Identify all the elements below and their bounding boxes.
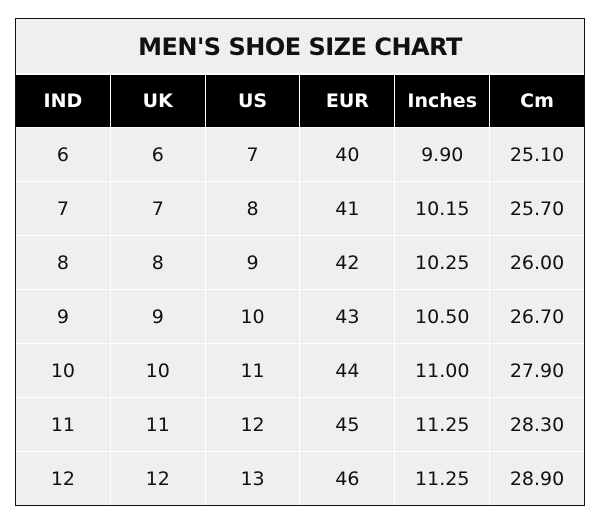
table-cell-cm: 27.90 xyxy=(509,359,565,382)
table-row: 7 7 8 41 10.15 25.70 xyxy=(16,181,584,235)
table-cell-eur: 44 xyxy=(300,344,396,397)
table-cell-cm: 28.30 xyxy=(509,413,565,436)
table-cell-eur: 46 xyxy=(300,452,396,505)
table-cell-uk: 12 xyxy=(111,452,206,505)
column-header-us: US xyxy=(206,75,301,127)
table-cell-eur: 40 xyxy=(300,128,396,181)
table-cell-ind: 10 xyxy=(16,344,111,397)
column-header-eur: EUR xyxy=(300,75,396,127)
table-cell-us: 9 xyxy=(206,236,301,289)
table-cell-ind: 6 xyxy=(16,128,111,181)
table-cell-uk: 6 xyxy=(111,128,206,181)
table-cell-us: 10 xyxy=(206,290,301,343)
table-cell-eur: 43 xyxy=(300,290,396,343)
table-cell-inches: 11.25 xyxy=(395,398,491,451)
table-cell-inches: 11.00 xyxy=(395,344,491,397)
table-cell-uk: 7 xyxy=(111,182,206,235)
table-cell-us: 11 xyxy=(206,344,301,397)
header-row: IND UK US EUR Inches Cm xyxy=(16,75,584,127)
column-header-uk: UK xyxy=(111,75,206,127)
table-cell-inches: 10.15 xyxy=(395,182,491,235)
table-row: 6 6 7 40 9.90 25.10 xyxy=(16,127,584,181)
table-cell-cm: 26.70 xyxy=(509,305,565,328)
table-cell-us: 8 xyxy=(206,182,301,235)
size-chart-table: MEN'S SHOE SIZE CHART IND UK US EUR Inches Cm… xyxy=(15,18,585,506)
table-cell-ind: 11 xyxy=(16,398,111,451)
table-cell-uk: 10 xyxy=(111,344,206,397)
table-cell-cm: 25.70 xyxy=(509,197,565,220)
table-row: 8 8 9 42 10.25 26.00 xyxy=(16,235,584,289)
table-cell-eur: 41 xyxy=(300,182,396,235)
table-cell-ind: 12 xyxy=(16,452,111,505)
table-cell-cm: 25.10 xyxy=(509,143,565,166)
column-header-ind: IND xyxy=(16,75,111,127)
table-cell-eur: 42 xyxy=(300,236,396,289)
table-row: 11 11 12 45 11.25 28.30 xyxy=(16,397,584,451)
table-cell-ind: 7 xyxy=(16,182,111,235)
table-cell-eur: 45 xyxy=(300,398,396,451)
table-cell-cm: 26.00 xyxy=(509,251,565,274)
table-cell-ind: 9 xyxy=(16,290,111,343)
table-row: 12 12 13 46 11.25 28.90 xyxy=(16,451,584,505)
table-cell-inches: 11.25 xyxy=(395,452,491,505)
chart-title: MEN'S SHOE SIZE CHART xyxy=(16,19,584,75)
table-cell-ind: 8 xyxy=(16,236,111,289)
table-row: 9 9 10 43 10.50 26.70 xyxy=(16,289,584,343)
table-cell-us: 7 xyxy=(206,128,301,181)
table-row: 10 10 11 44 11.00 27.90 xyxy=(16,343,584,397)
table-body: 6 6 7 40 9.90 25.10 7 7 8 41 10.15 25.70 8 8 9 42 10.25 2… xyxy=(16,127,584,505)
table-cell-cm: 28.90 xyxy=(509,467,565,490)
table-cell-us: 12 xyxy=(206,398,301,451)
table-cell-uk: 8 xyxy=(111,236,206,289)
table-cell-inches: 10.50 xyxy=(395,290,491,343)
table-cell-uk: 9 xyxy=(111,290,206,343)
column-header-inches: Inches xyxy=(395,75,491,127)
table-cell-inches: 9.90 xyxy=(395,128,491,181)
column-header-cm: Cm xyxy=(520,90,554,112)
table-cell-inches: 10.25 xyxy=(395,236,491,289)
table-cell-uk: 11 xyxy=(111,398,206,451)
table-cell-us: 13 xyxy=(206,452,301,505)
